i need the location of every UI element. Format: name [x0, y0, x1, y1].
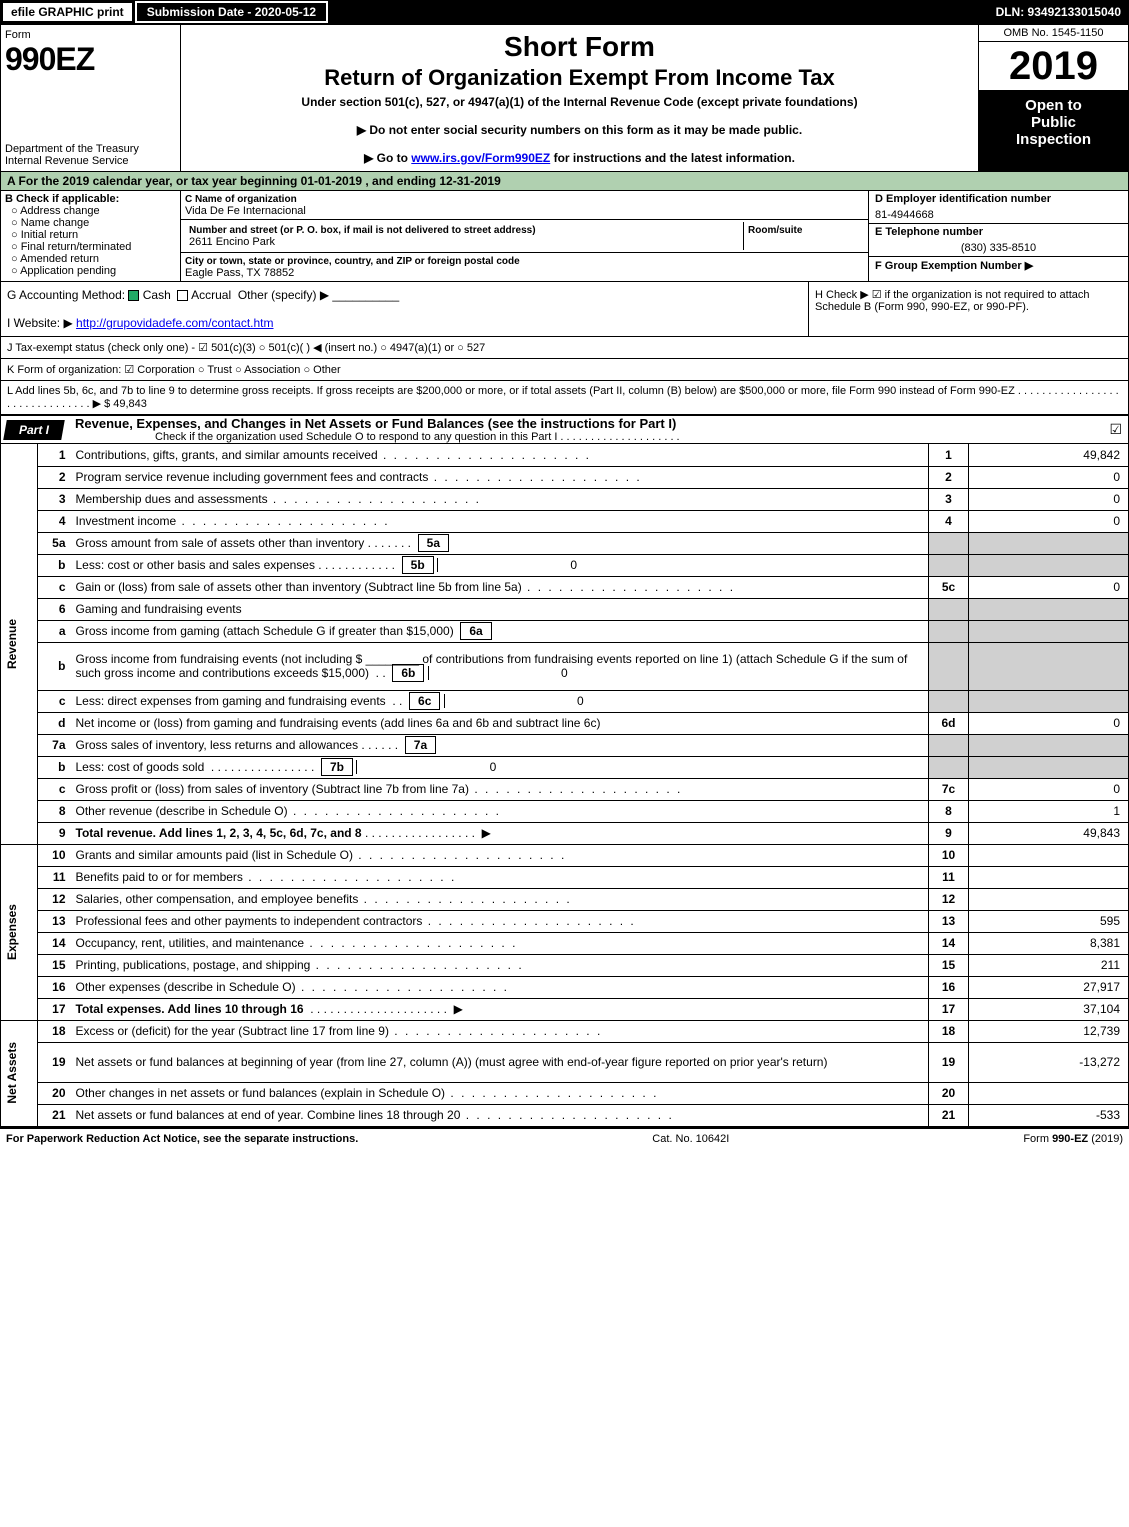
- line-13: Professional fees and other payments to …: [72, 910, 929, 932]
- footer-mid: Cat. No. 10642I: [358, 1133, 1023, 1145]
- h-text: H Check ▶ ☑ if the organization is not r…: [808, 282, 1128, 336]
- section-def: D Employer identification number 81-4944…: [868, 191, 1128, 281]
- goto-note: ▶ Go to www.irs.gov/Form990EZ for instru…: [193, 151, 966, 165]
- c-addr-label: Number and street (or P. O. box, if mail…: [189, 225, 536, 236]
- part1-title: Revenue, Expenses, and Changes in Net As…: [75, 416, 676, 431]
- line-12: Salaries, other compensation, and employ…: [72, 888, 929, 910]
- c-city-label: City or town, state or province, country…: [185, 256, 520, 267]
- org-info-row: B Check if applicable: Address change Na…: [0, 191, 1129, 282]
- line-6: Gaming and fundraising events: [72, 598, 929, 620]
- form-header: Form 990EZ Department of the Treasury In…: [0, 24, 1129, 172]
- line-l: L Add lines 5b, 6c, and 7b to line 9 to …: [0, 381, 1129, 415]
- page-footer: For Paperwork Reduction Act Notice, see …: [0, 1127, 1129, 1149]
- section-c: C Name of organization Vida De Fe Intern…: [181, 191, 868, 281]
- chk-name-change[interactable]: Name change: [11, 217, 176, 229]
- org-address: 2611 Encino Park: [189, 236, 275, 248]
- side-netassets: Net Assets: [5, 1042, 19, 1104]
- footer-left: For Paperwork Reduction Act Notice, see …: [6, 1133, 358, 1145]
- line-16: Other expenses (describe in Schedule O): [72, 976, 929, 998]
- part1-table: Revenue 1Contributions, gifts, grants, a…: [0, 444, 1129, 1127]
- f-group-label: F Group Exemption Number ▶: [869, 257, 1128, 274]
- part1-tab: Part I: [3, 420, 65, 440]
- line-19: Net assets or fund balances at beginning…: [72, 1042, 929, 1082]
- line-20: Other changes in net assets or fund bala…: [72, 1082, 929, 1104]
- e-tel-label: E Telephone number: [869, 224, 1128, 240]
- line-6c: Less: direct expenses from gaming and fu…: [72, 690, 929, 712]
- part1-sub: Check if the organization used Schedule …: [75, 431, 680, 443]
- side-revenue: Revenue: [5, 619, 19, 669]
- ein-value: 81-4944668: [869, 207, 1128, 224]
- website-link[interactable]: http://grupovidadefe.com/contact.htm: [76, 316, 273, 330]
- dln: DLN: 93492133015040: [996, 5, 1129, 19]
- line-4: Investment income: [72, 510, 929, 532]
- line-a-tax-year: A For the 2019 calendar year, or tax yea…: [0, 172, 1129, 191]
- d-ein-label: D Employer identification number: [869, 191, 1128, 207]
- header-right: OMB No. 1545-1150 2019 Open to Public In…: [978, 25, 1128, 171]
- line-k: K Form of organization: ☑ Corporation ○ …: [0, 359, 1129, 381]
- b-title: B Check if applicable:: [5, 193, 176, 205]
- tax-year: 2019: [979, 42, 1128, 91]
- line-9: Total revenue. Add lines 1, 2, 3, 4, 5c,…: [72, 822, 929, 844]
- line-21: Net assets or fund balances at end of ye…: [72, 1104, 929, 1126]
- dept-irs: Internal Revenue Service: [5, 155, 176, 167]
- org-name: Vida De Fe Internacional: [185, 205, 306, 217]
- submission-date: Submission Date - 2020-05-12: [135, 1, 328, 23]
- form-number: 990EZ: [5, 41, 176, 78]
- header-center: Short Form Return of Organization Exempt…: [181, 25, 978, 171]
- chk-amended-return[interactable]: Amended return: [11, 253, 176, 265]
- line-14: Occupancy, rent, utilities, and maintena…: [72, 932, 929, 954]
- chk-address-change[interactable]: Address change: [11, 205, 176, 217]
- line-15: Printing, publications, postage, and shi…: [72, 954, 929, 976]
- top-bar: efile GRAPHIC print Submission Date - 20…: [0, 0, 1129, 24]
- part1-check[interactable]: ☑: [1109, 421, 1128, 438]
- irs-link[interactable]: www.irs.gov/Form990EZ: [411, 151, 550, 165]
- part1-header: Part I Revenue, Expenses, and Changes in…: [0, 415, 1129, 444]
- c-name-label: C Name of organization: [185, 194, 297, 205]
- line-7b: Less: cost of goods sold . . . . . . . .…: [72, 756, 929, 778]
- line-11: Benefits paid to or for members: [72, 866, 929, 888]
- footer-right: Form 990-EZ (2019): [1023, 1133, 1123, 1145]
- header-left: Form 990EZ Department of the Treasury In…: [1, 25, 181, 171]
- line-7c: Gross profit or (loss) from sales of inv…: [72, 778, 929, 800]
- line-6a: Gross income from gaming (attach Schedul…: [72, 620, 929, 642]
- section-b: B Check if applicable: Address change Na…: [1, 191, 181, 281]
- line-2: Program service revenue including govern…: [72, 466, 929, 488]
- chk-cash[interactable]: [128, 290, 139, 301]
- line-1-value: 49,842: [969, 444, 1129, 466]
- line-1: Contributions, gifts, grants, and simila…: [72, 444, 929, 466]
- line-3: Membership dues and assessments: [72, 488, 929, 510]
- chk-final-return[interactable]: Final return/terminated: [11, 241, 176, 253]
- title-return: Return of Organization Exempt From Incom…: [193, 65, 966, 91]
- line-5c: Gain or (loss) from sale of assets other…: [72, 576, 929, 598]
- line-17: Total expenses. Add lines 10 through 16 …: [72, 998, 929, 1020]
- line-5b: Less: cost or other basis and sales expe…: [72, 554, 929, 576]
- section-gh: G Accounting Method: Cash Accrual Other …: [0, 282, 1129, 337]
- omb-number: OMB No. 1545-1150: [979, 25, 1128, 42]
- efile-print-button[interactable]: efile GRAPHIC print: [2, 2, 133, 22]
- line-6d: Net income or (loss) from gaming and fun…: [72, 712, 929, 734]
- side-expenses: Expenses: [5, 904, 19, 960]
- line-j: J Tax-exempt status (check only one) - ☑…: [0, 337, 1129, 359]
- open-inspection: Open to Public Inspection: [979, 91, 1128, 171]
- chk-accrual[interactable]: [177, 290, 188, 301]
- g-label: G Accounting Method:: [7, 288, 125, 302]
- title-short-form: Short Form: [193, 31, 966, 63]
- form-label: Form: [5, 29, 176, 41]
- org-city: Eagle Pass, TX 78852: [185, 267, 294, 279]
- tel-value: (830) 335-8510: [869, 240, 1128, 257]
- line-7a: Gross sales of inventory, less returns a…: [72, 734, 929, 756]
- under-section: Under section 501(c), 527, or 4947(a)(1)…: [193, 95, 966, 109]
- line-6b: Gross income from fundraising events (no…: [72, 642, 929, 690]
- line-8: Other revenue (describe in Schedule O): [72, 800, 929, 822]
- ssn-note: ▶ Do not enter social security numbers o…: [193, 123, 966, 137]
- c-room-label: Room/suite: [748, 225, 802, 236]
- dept-treasury: Department of the Treasury: [5, 143, 176, 155]
- i-label: I Website: ▶: [7, 316, 73, 330]
- chk-application-pending[interactable]: Application pending: [11, 265, 176, 277]
- line-18: Excess or (deficit) for the year (Subtra…: [72, 1020, 929, 1042]
- line-5a: Gross amount from sale of assets other t…: [72, 532, 929, 554]
- chk-initial-return[interactable]: Initial return: [11, 229, 176, 241]
- line-10: Grants and similar amounts paid (list in…: [72, 844, 929, 866]
